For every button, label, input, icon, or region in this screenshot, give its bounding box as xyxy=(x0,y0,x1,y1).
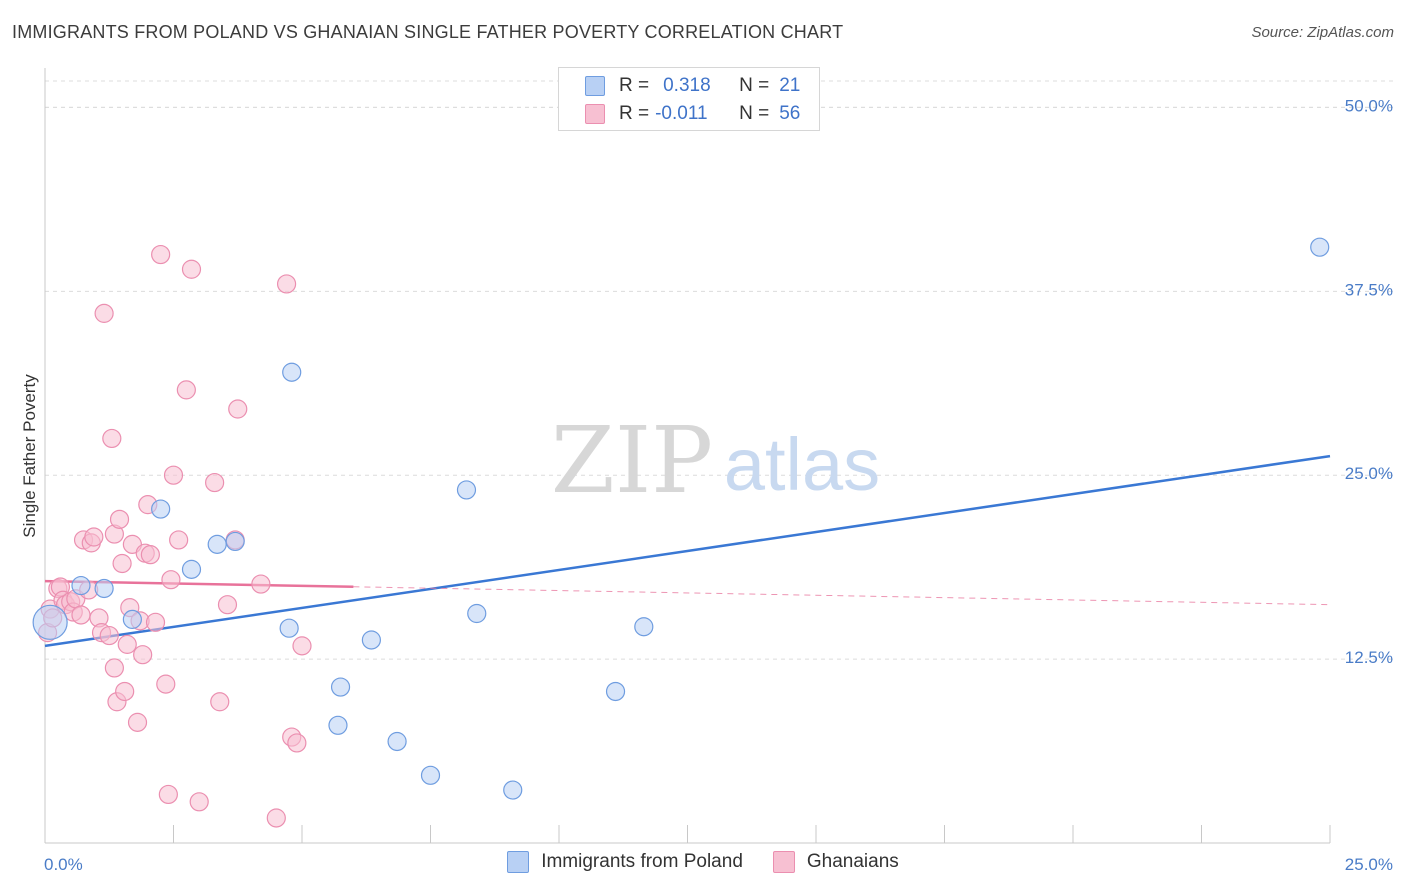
y-tick-label: 12.5% xyxy=(1345,648,1393,667)
point-ghanaians xyxy=(163,465,184,485)
point-poland xyxy=(279,618,299,638)
point-ghanaians xyxy=(217,595,238,615)
point-ghanaians xyxy=(109,509,130,529)
y-tick-label: 25.0% xyxy=(1345,464,1393,483)
legend-n-value: 21 xyxy=(779,75,801,96)
point-poland xyxy=(420,765,441,785)
legend-r-label: R = xyxy=(619,75,650,96)
series-swatch-pink xyxy=(772,851,795,873)
point-ghanaians xyxy=(127,712,148,732)
legend-row-poland: R = 0.318 N = 21 xyxy=(585,73,800,99)
legend-r-value: 0.318 xyxy=(663,75,711,96)
point-ghanaians xyxy=(210,692,230,712)
legend-n-label: N = xyxy=(739,75,770,96)
x-tick-label: 0.0% xyxy=(44,855,83,874)
point-poland xyxy=(1310,237,1330,257)
point-poland xyxy=(71,575,91,596)
watermark-zip: ZIP xyxy=(551,407,713,514)
series-legend: Immigrants from Poland Ghanaians xyxy=(0,851,1406,873)
point-ghanaians xyxy=(228,399,248,419)
point-ghanaians xyxy=(266,808,286,828)
chart-title: IMMIGRANTS FROM POLAND VS GHANAIAN SINGL… xyxy=(12,22,844,42)
legend-swatch-blue xyxy=(585,76,605,96)
point-ghanaians xyxy=(151,244,171,265)
point-poland xyxy=(94,578,114,599)
trend-line-poland xyxy=(44,454,1331,648)
point-poland xyxy=(503,780,523,800)
point-ghanaians xyxy=(133,645,153,665)
series-legend-label: Immigrants from Poland xyxy=(541,851,743,872)
point-poland xyxy=(122,609,142,629)
tick-labels: 12.5% 25.0% 37.5% 50.0% 0.0% 25.0% xyxy=(44,96,1393,874)
point-ghanaians xyxy=(117,634,137,654)
y-tick-label: 37.5% xyxy=(1345,280,1393,299)
legend-r-value: -0.011 xyxy=(655,103,708,124)
grid-lines xyxy=(45,80,1395,660)
axes xyxy=(44,68,1331,844)
point-ghanaians xyxy=(102,428,122,449)
point-ghanaians xyxy=(156,674,176,694)
source-credit: Source: ZipAtlas.com xyxy=(1251,24,1394,41)
point-poland xyxy=(282,362,302,382)
legend-r-label: R = xyxy=(619,103,650,124)
legend-n-value: 56 xyxy=(779,103,801,124)
point-ghanaians xyxy=(181,259,202,279)
point-ghanaians xyxy=(145,612,166,632)
point-ghanaians xyxy=(115,681,135,702)
trend-line-ghanaians-dashed xyxy=(353,586,1331,606)
point-ghanaians xyxy=(99,625,119,646)
trend-lines xyxy=(44,454,1331,648)
series-swatch-blue xyxy=(507,851,530,873)
point-ghanaians xyxy=(169,530,189,550)
legend-n-label: N = xyxy=(739,103,770,124)
point-ghanaians xyxy=(112,553,132,574)
y-tick-label: 50.0% xyxy=(1345,96,1393,115)
point-poland xyxy=(328,715,348,735)
point-ghanaians xyxy=(104,658,124,678)
point-ghanaians xyxy=(292,636,312,656)
legend-swatch-pink xyxy=(585,104,605,124)
data-points xyxy=(32,237,1330,828)
point-poland xyxy=(361,630,381,650)
point-poland xyxy=(456,480,477,500)
point-ghanaians xyxy=(71,605,91,625)
point-poland xyxy=(467,603,487,624)
trend-line-ghanaians xyxy=(44,579,354,589)
series-legend-poland: Immigrants from Poland xyxy=(507,851,743,873)
point-ghanaians xyxy=(189,792,209,812)
point-poland xyxy=(32,604,68,640)
point-ghanaians xyxy=(140,545,160,565)
x-tick-label: 25.0% xyxy=(1345,855,1393,874)
point-ghanaians xyxy=(287,733,307,753)
point-ghanaians xyxy=(161,570,181,590)
point-poland xyxy=(330,677,351,697)
point-poland xyxy=(634,617,654,637)
point-poland xyxy=(225,531,245,552)
point-poland xyxy=(151,499,171,519)
point-ghanaians xyxy=(205,472,225,493)
series-legend-label: Ghanaians xyxy=(806,851,899,872)
point-ghanaians xyxy=(94,303,114,323)
legend: R = 0.318 N = 21 R = -0.011 N = 56 xyxy=(558,67,820,131)
series-legend-ghanaians: Ghanaians xyxy=(772,851,899,873)
point-poland xyxy=(605,681,626,702)
y-axis-label: Single Father Poverty xyxy=(20,374,39,538)
point-ghanaians xyxy=(276,274,297,294)
point-ghanaians xyxy=(84,527,104,547)
point-ghanaians xyxy=(158,784,178,805)
watermark-atlas: atlas xyxy=(724,423,880,506)
point-ghanaians xyxy=(251,574,271,594)
point-poland xyxy=(387,731,407,752)
point-ghanaians xyxy=(176,380,196,400)
legend-row-ghanaians: R = -0.011 N = 56 xyxy=(585,101,800,127)
point-poland xyxy=(207,534,227,554)
point-poland xyxy=(181,559,202,579)
